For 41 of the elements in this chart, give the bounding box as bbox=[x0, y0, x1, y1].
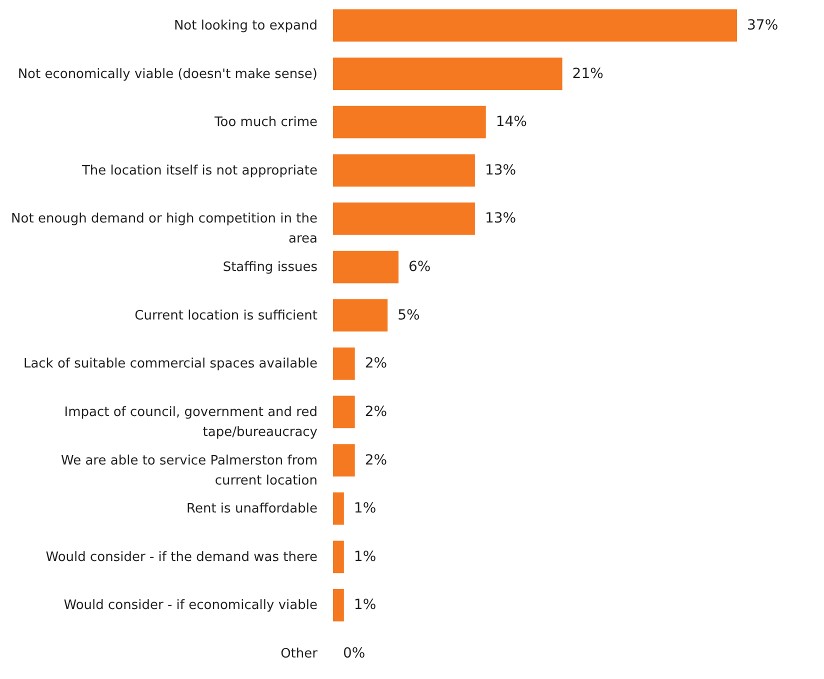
data-label: 1% bbox=[354, 500, 376, 517]
y-tick-label: Other bbox=[280, 646, 318, 662]
y-tick-label: Not economically viable (doesn't make sense) bbox=[18, 66, 318, 82]
y-tick-label: Lack of suitable commercial spaces available bbox=[23, 356, 318, 372]
data-label: 2% bbox=[364, 404, 388, 420]
y-tick-label: Impact of council, government and red tape/bureaucracy bbox=[64, 404, 318, 440]
y-tick-label: The location itself is not appropriate bbox=[80, 163, 318, 178]
y-tick-label: Current location is sufficient bbox=[134, 308, 318, 324]
bar bbox=[333, 250, 399, 284]
data-label: 0% bbox=[343, 646, 366, 662]
y-tick-label: Would consider - if the demand was there bbox=[46, 550, 318, 565]
data-label: 1% bbox=[354, 597, 376, 614]
bar bbox=[333, 299, 388, 332]
data-label: 2% bbox=[364, 452, 388, 468]
y-tick-label: Would consider - if economically viable bbox=[64, 598, 318, 614]
bar bbox=[333, 202, 475, 235]
y-tick-label: Too much crime bbox=[214, 115, 318, 130]
bar bbox=[333, 589, 344, 622]
y-tick-label: Rent is unaffordable bbox=[186, 502, 318, 517]
y-tick-label: Not enough demand or high competition in the area bbox=[11, 212, 318, 247]
y-tick-label: We are able to service Palmerston from current location bbox=[60, 453, 318, 488]
data-label: 5% bbox=[398, 307, 420, 324]
data-label: 6% bbox=[408, 259, 431, 276]
bar bbox=[333, 396, 355, 428]
bar bbox=[333, 492, 344, 525]
bar bbox=[333, 58, 562, 90]
bar bbox=[333, 9, 737, 42]
data-label: 14% bbox=[496, 114, 527, 130]
data-label: 13% bbox=[484, 210, 516, 227]
y-tick-label: Staffing issues bbox=[222, 260, 318, 276]
bar bbox=[333, 154, 475, 187]
data-label: 37% bbox=[747, 17, 778, 34]
data-label: 13% bbox=[484, 162, 516, 178]
data-label: 1% bbox=[354, 548, 376, 565]
data-label: 2% bbox=[364, 356, 388, 372]
y-tick-label: Not looking to expand bbox=[174, 18, 318, 34]
bar bbox=[333, 347, 355, 380]
bar bbox=[333, 444, 355, 476]
data-label: 21% bbox=[572, 66, 604, 82]
bar bbox=[333, 540, 344, 574]
bar bbox=[333, 106, 486, 138]
